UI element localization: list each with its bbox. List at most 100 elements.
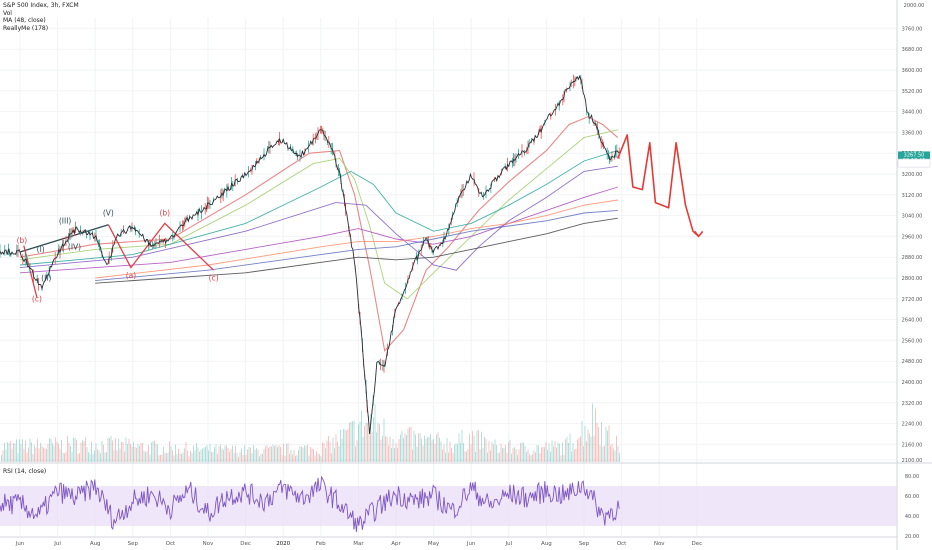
- volume-bar: [476, 430, 478, 462]
- volume-bar: [254, 449, 256, 462]
- volume-bar: [206, 445, 208, 462]
- volume-bar: [589, 433, 590, 462]
- volume-bar: [22, 439, 23, 462]
- volume-bar: [152, 441, 154, 462]
- volume-bar: [370, 414, 371, 462]
- volume-bar: [323, 443, 325, 462]
- volume-bar: [578, 437, 580, 462]
- price-axis[interactable]: 3760.00 3680.00 3600.00 3520.00 3440.00 3360.…: [897, 3, 931, 540]
- indicator-ma[interactable]: MA (48, close): [3, 17, 46, 24]
- volume-bar: [556, 447, 557, 462]
- volume-bar: [460, 442, 461, 462]
- wave-correction-line: [107, 222, 215, 271]
- volume-bar: [191, 453, 193, 462]
- volume-bar: [380, 439, 382, 462]
- indicator-reallyme[interactable]: ReallyMe (178): [3, 24, 49, 32]
- volume-bar: [311, 448, 313, 462]
- volume-bar: [335, 434, 337, 462]
- volume-bar: [8, 443, 10, 462]
- volume-bar: [295, 455, 296, 462]
- volume-bar: [74, 437, 76, 462]
- volume-bar: [286, 443, 287, 462]
- wave-label-6[interactable]: (V): [103, 209, 114, 218]
- volume-bar: [577, 439, 578, 462]
- volume-bar: [542, 446, 544, 462]
- volume-bar: [110, 436, 112, 462]
- volume-bar: [200, 449, 202, 462]
- volume-bar: [487, 452, 488, 462]
- volume-bar: [331, 453, 332, 462]
- forecast-path[interactable]: [617, 134, 700, 237]
- volume-bar: [7, 442, 8, 462]
- ma-48-line: [19, 116, 619, 352]
- wave-label-0[interactable]: (b): [17, 236, 28, 245]
- wave-label-8[interactable]: (b): [159, 209, 170, 218]
- forecast-drawing[interactable]: [617, 134, 704, 238]
- volume-bar: [406, 435, 407, 462]
- volume-bar: [145, 452, 146, 462]
- wave-label-1[interactable]: (c): [32, 294, 42, 303]
- volume-bar: [554, 440, 556, 462]
- volume-bar: [220, 444, 221, 462]
- volume-bar: [172, 450, 173, 462]
- moving-averages: [19, 116, 619, 352]
- volume-bar: [410, 426, 412, 462]
- volume-bar: [11, 448, 13, 462]
- indicator-vol[interactable]: Vol: [3, 9, 12, 17]
- volume-bar: [40, 443, 41, 462]
- price-tick-21: 2100.00: [902, 458, 923, 464]
- volume-bar: [59, 448, 61, 462]
- volume-bar: [79, 453, 80, 462]
- volume-bar: [256, 448, 257, 462]
- volume-bar: [44, 448, 46, 462]
- volume-bar: [35, 447, 37, 462]
- volume-bar: [545, 442, 547, 462]
- volume-bar: [91, 441, 92, 462]
- wave-label-3[interactable]: (II): [41, 274, 51, 283]
- volume-bar: [242, 454, 244, 462]
- volume-bar: [71, 451, 73, 462]
- volume-bar: [260, 454, 262, 462]
- time-axis[interactable]: Jun Jul Aug Sep Oct Nov Dec 2020 Feb Mar Apr May Jun…: [15, 541, 702, 547]
- volume-bar: [185, 442, 187, 462]
- volume-bar: [434, 443, 436, 462]
- wave-label-4[interactable]: (III): [59, 216, 72, 225]
- volume-bar: [26, 452, 28, 462]
- elliott-wave-labels: (b) (c) (I) (II) (III) (IV) (V) (a) (b) (c): [17, 209, 219, 304]
- volume-bar: [376, 432, 377, 462]
- volume-bar: [418, 433, 419, 462]
- volume-bar: [223, 449, 224, 462]
- rsi-pane[interactable]: RSI (14, close): [0, 468, 897, 533]
- volume-bar: [140, 442, 142, 462]
- volume-bar: [521, 442, 523, 462]
- wave-label-2[interactable]: (I): [37, 245, 45, 254]
- volume-bar: [431, 440, 433, 462]
- wave-label-9[interactable]: (c): [209, 274, 219, 283]
- price-tick-14: 2640.00: [902, 318, 923, 324]
- volume-bar: [403, 438, 404, 462]
- volume-bar: [107, 437, 109, 462]
- volume-bar: [332, 437, 334, 462]
- volume-bar: [296, 455, 298, 462]
- volume-bar: [49, 438, 50, 462]
- volume-bar: [43, 447, 44, 462]
- time-tick-0: Jun: [15, 541, 25, 547]
- volume-bar: [436, 434, 437, 462]
- volume-bar: [193, 445, 194, 462]
- volume-bar: [37, 438, 38, 462]
- rsi-title[interactable]: RSI (14, close): [3, 468, 46, 475]
- volume-bar: [617, 445, 619, 462]
- symbol-title[interactable]: S&P 500 Index, 3h, FXCM: [3, 2, 79, 9]
- volume-bar: [421, 438, 422, 462]
- wave-label-5[interactable]: (IV): [68, 242, 81, 251]
- volume-bar: [121, 441, 122, 462]
- volume-bar: [385, 436, 386, 462]
- rsi-tick-2: 40.00: [905, 514, 919, 520]
- volume-bar: [115, 438, 116, 462]
- volume-bar: [449, 441, 451, 462]
- price-tick-20: 2160.00: [902, 442, 923, 448]
- wave-label-7[interactable]: (a): [126, 271, 137, 280]
- volume-bar: [464, 451, 466, 462]
- volume-bar: [212, 452, 214, 462]
